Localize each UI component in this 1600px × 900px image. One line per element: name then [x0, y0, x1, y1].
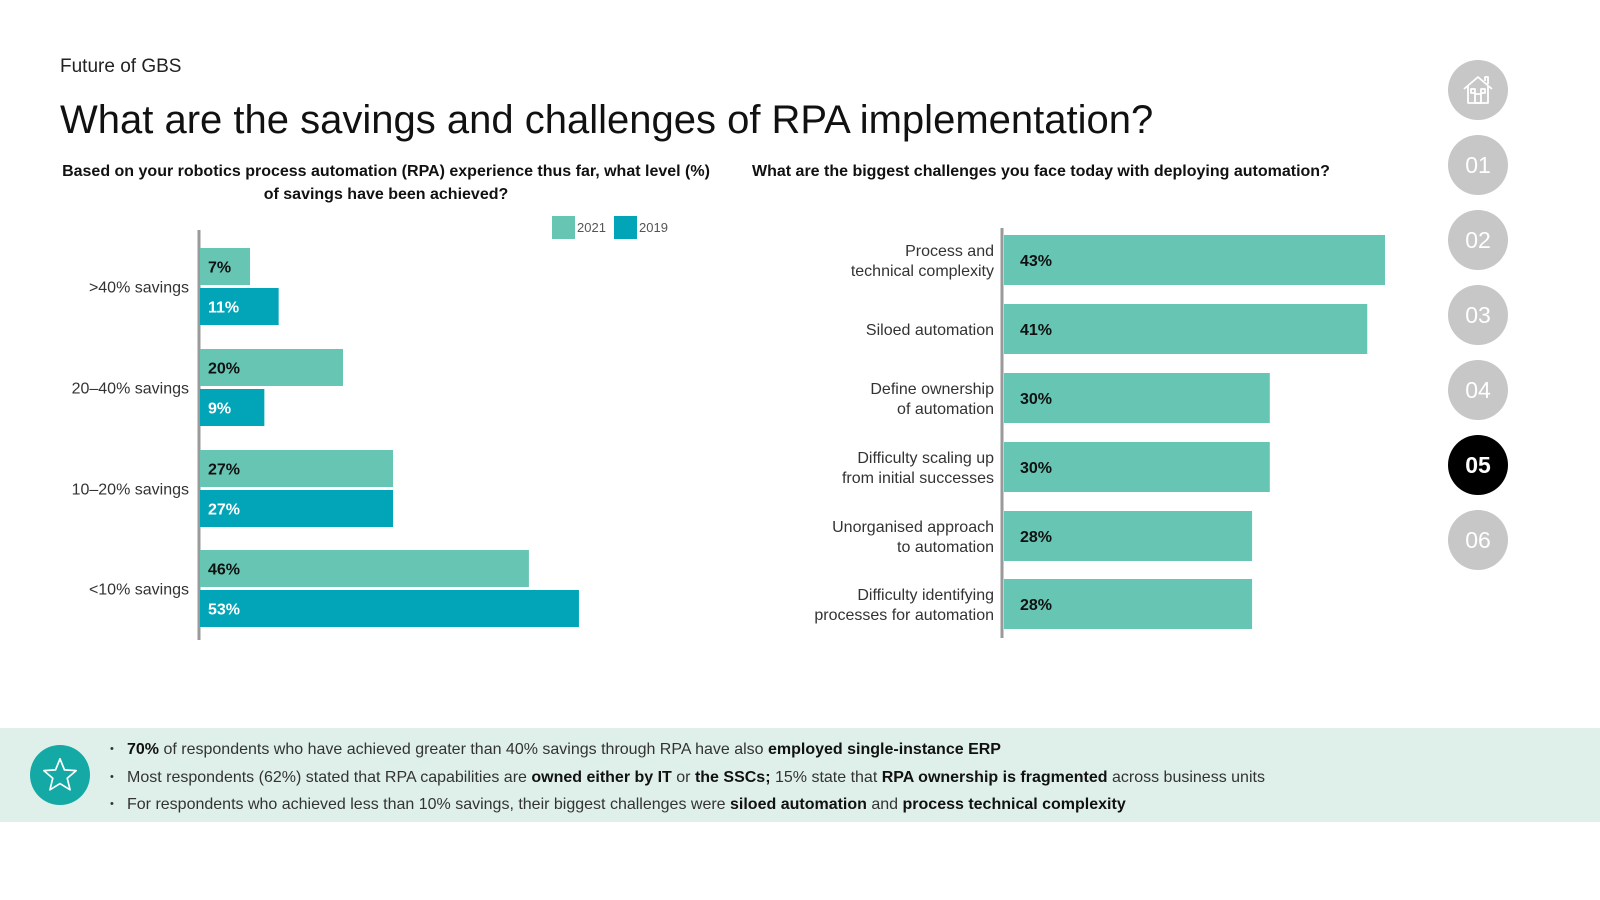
takeaways-list: 70% of respondents who have achieved gre… [110, 736, 1265, 819]
data-label: 46% [208, 562, 240, 579]
takeaway-text: and [866, 796, 903, 813]
category-label: >40% savings [89, 280, 189, 297]
category-label: to automation [897, 539, 994, 556]
bar-2021 [200, 450, 394, 487]
bar-challenge [1004, 442, 1270, 492]
category-label: 20–40% savings [72, 381, 189, 398]
category-label: Define ownership [870, 381, 994, 398]
category-label: of automation [897, 401, 994, 418]
takeaway-item: Most respondents (62%) stated that RPA c… [110, 764, 1265, 792]
takeaway-emphasis: the SSCs; [694, 768, 771, 786]
takeaway-text: across business units [1107, 768, 1265, 786]
nav-section-01[interactable]: 01 [1448, 135, 1508, 195]
takeaway-badge [30, 745, 90, 805]
legend-swatch-2021 [552, 216, 575, 239]
data-label: 28% [1020, 529, 1052, 546]
bar-2021 [200, 248, 251, 285]
data-label: 30% [1020, 391, 1052, 408]
challenges-bar-chart: 43% Process and technical complexity 41% Sil… [814, 228, 1385, 638]
bar-2019 [200, 288, 279, 325]
page-title: What are the savings and challenges of R… [60, 98, 1154, 142]
nav-section-02[interactable]: 02 [1448, 210, 1508, 270]
savings-bar-chart: >40% savings 7% 11% 20–40% savings 20% 9% 10–2… [72, 216, 668, 640]
nav-home-button[interactable] [1448, 60, 1508, 120]
legend-swatch-2019 [614, 216, 637, 239]
bar-2021 [200, 550, 529, 587]
category-label: Difficulty scaling up [857, 450, 994, 467]
category-label: <10% savings [89, 582, 189, 599]
takeaway-emphasis: 70% [127, 741, 160, 758]
home-icon [1463, 76, 1493, 104]
category-label: from initial successes [842, 470, 994, 487]
data-label: 20% [208, 361, 240, 378]
nav-section-05[interactable]: 05 [1448, 435, 1508, 495]
takeaway-text: 15% state that [770, 768, 882, 786]
left-chart-question: Based on your robotics process automatio… [62, 163, 710, 203]
data-label: 27% [208, 462, 240, 479]
legend-label: 2021 [577, 220, 606, 235]
bar-challenge [1004, 579, 1253, 629]
bar-challenge [1004, 373, 1270, 423]
category-label: Siloed automation [866, 322, 994, 339]
category-label: Difficulty identifying [857, 587, 994, 604]
data-label: 9% [208, 401, 231, 418]
takeaway-emphasis: siloed automation [730, 796, 867, 813]
nav-section-03[interactable]: 03 [1448, 285, 1508, 345]
takeaway-item: 70% of respondents who have achieved gre… [110, 736, 1265, 764]
data-label: 7% [208, 260, 231, 277]
bar-challenge [1004, 304, 1368, 354]
bar-2019 [200, 490, 394, 527]
data-label: 41% [1020, 322, 1052, 339]
right-chart-question: What are the biggest challenges you face… [752, 163, 1330, 180]
takeaway-text: For respondents who achieved less than 1… [127, 796, 731, 813]
data-label: 53% [208, 602, 240, 619]
takeaway-emphasis: owned either by IT [531, 768, 672, 786]
category-label: processes for automation [814, 607, 994, 624]
takeaway-emphasis: RPA ownership is fragmented [881, 768, 1108, 786]
data-label: 28% [1020, 597, 1052, 614]
bar-2019 [200, 590, 579, 627]
data-label: 30% [1020, 460, 1052, 477]
star-icon [42, 757, 78, 791]
takeaway-text: of respondents who have achieved greater… [159, 741, 769, 758]
takeaway-emphasis: employed single-instance ERP [768, 741, 1001, 758]
category-label: technical complexity [851, 263, 994, 280]
data-label: 43% [1020, 253, 1052, 270]
category-label: 10–20% savings [72, 482, 189, 499]
bar-2021 [200, 349, 343, 386]
takeaway-text: or [671, 768, 695, 786]
bar-2019 [200, 389, 265, 426]
data-label: 27% [208, 502, 240, 519]
takeaway-emphasis: process technical complexity [902, 796, 1126, 813]
section-label: Future of GBS [60, 56, 182, 77]
takeaway-item: For respondents who achieved less than 1… [110, 791, 1265, 819]
bar-challenge [1004, 235, 1385, 285]
legend-label: 2019 [639, 220, 668, 235]
data-label: 11% [208, 300, 239, 317]
takeaway-text: Most respondents (62%) stated that RPA c… [127, 768, 532, 786]
bar-challenge [1004, 511, 1253, 561]
category-label: Unorganised approach [832, 519, 994, 536]
nav-section-04[interactable]: 04 [1448, 360, 1508, 420]
nav-section-06[interactable]: 06 [1448, 510, 1508, 570]
category-label: Process and [905, 243, 994, 260]
